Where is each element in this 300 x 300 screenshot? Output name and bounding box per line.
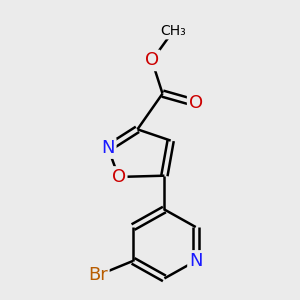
Text: N: N bbox=[189, 252, 202, 270]
Text: Br: Br bbox=[88, 266, 108, 284]
Text: N: N bbox=[101, 139, 115, 157]
Text: O: O bbox=[189, 94, 203, 112]
Text: O: O bbox=[145, 51, 159, 69]
Text: O: O bbox=[112, 168, 126, 186]
Text: CH₃: CH₃ bbox=[160, 24, 186, 38]
